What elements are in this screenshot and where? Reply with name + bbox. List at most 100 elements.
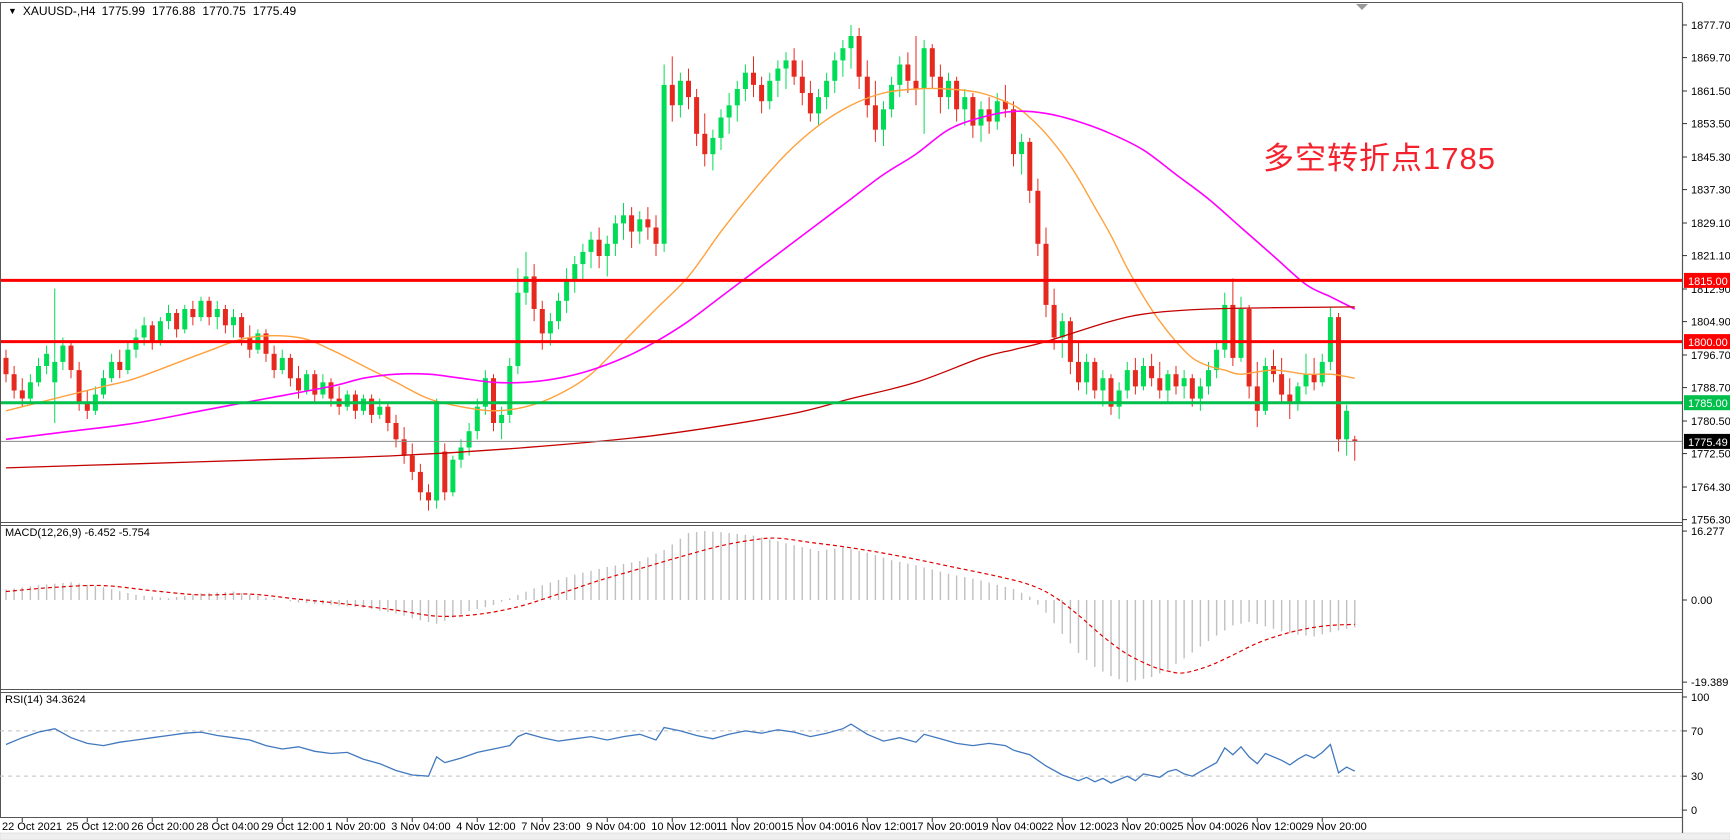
candle-body <box>1116 390 1122 407</box>
price-badge-1800.00 <box>1684 334 1730 350</box>
candle-body <box>523 276 529 293</box>
candle-body <box>1132 370 1138 387</box>
time-axis-label: 11 Nov 20:00 <box>716 821 781 833</box>
candle-body <box>1051 304 1057 338</box>
candle-body <box>1141 366 1146 387</box>
candle-body <box>572 264 578 281</box>
candle-body <box>645 219 651 228</box>
price-axis-label: 1772.50 <box>1691 449 1730 461</box>
macd-axis-label: 16.277 <box>1691 526 1725 538</box>
price-badge-label: 1785.00 <box>1688 398 1728 410</box>
candle-body <box>629 215 635 232</box>
rsi-axis-label: 30 <box>1691 771 1703 783</box>
candle-body <box>1222 304 1228 350</box>
candle-body <box>206 300 212 318</box>
candle-body <box>1344 410 1350 440</box>
candle-body <box>239 317 245 338</box>
candle-body <box>11 374 17 391</box>
candle-body <box>491 378 496 423</box>
candle-body <box>166 313 171 322</box>
candle-body <box>726 105 732 118</box>
candle-body <box>604 243 610 256</box>
candle-body <box>515 292 521 366</box>
bottom-strip <box>0 832 1730 840</box>
candle-body <box>791 60 797 77</box>
candle-body <box>621 215 626 224</box>
candle-body <box>564 280 570 301</box>
candle-body <box>686 80 691 98</box>
price-axis-label: 1788.70 <box>1691 383 1730 395</box>
candle-body <box>174 313 180 330</box>
candle-body <box>409 455 415 472</box>
candle-body <box>182 309 188 330</box>
candle-body <box>1124 370 1130 391</box>
chart-annotation-text[interactable]: 多空转折点1785 <box>1263 141 1496 176</box>
candle-body <box>799 76 805 93</box>
price-badge-label: 1775.49 <box>1688 437 1728 449</box>
candle-body <box>1157 378 1163 391</box>
candle-body <box>68 345 74 370</box>
candle-body <box>36 366 41 383</box>
candle-body <box>1027 141 1033 191</box>
rsi-value: 34.3624 <box>45 694 86 706</box>
candle-body <box>929 48 935 77</box>
candle-body <box>52 361 58 383</box>
price-badge-1815.00 <box>1684 272 1730 288</box>
rsi-axis-label: 70 <box>1691 726 1703 738</box>
candle-body <box>190 309 196 318</box>
candle-body <box>1108 378 1114 407</box>
candle-body <box>1230 304 1236 358</box>
candle-body <box>426 492 431 501</box>
candle-body <box>19 390 25 399</box>
candle-body <box>710 137 716 155</box>
price-axis-label: 1804.90 <box>1691 317 1730 329</box>
candle-body <box>149 325 155 342</box>
candle-body <box>507 366 513 415</box>
candle-body <box>856 36 862 77</box>
candle-body <box>27 382 33 399</box>
symbol-header: ▼ XAUUSD-,H4 1775.99 1776.88 1770.75 177… <box>8 4 296 18</box>
time-axis-label: 17 Nov 20:00 <box>911 821 976 833</box>
macd-axis-label: -19.389 <box>1691 677 1728 689</box>
candle-body <box>474 406 480 432</box>
rsi-pane: 100 70 30 0 <box>0 692 1709 817</box>
candle-body <box>125 349 131 371</box>
candle-body <box>401 439 407 456</box>
candle-body <box>1059 321 1065 338</box>
time-axis-label: 22 Oct 2021 <box>2 821 62 833</box>
rsi-indicator-label: RSI(14) 34.3624 <box>5 694 86 706</box>
candle-body <box>783 60 789 69</box>
candle-body <box>231 317 236 326</box>
candle-body <box>76 370 82 403</box>
candle-body <box>44 353 50 366</box>
price-axis-label: 1837.30 <box>1691 185 1730 197</box>
chart-shift-marker-icon[interactable] <box>1356 4 1368 10</box>
candle-body <box>458 447 464 460</box>
candle-body <box>531 276 537 309</box>
macd-values: -6.452 -5.754 <box>84 527 150 539</box>
pane-frames <box>0 2 1684 833</box>
candle-body <box>767 80 773 102</box>
candle-body <box>669 84 675 106</box>
time-axis-label: 10 Nov 12:00 <box>651 821 716 833</box>
time-axis-label: 1 Nov 20:00 <box>326 821 385 833</box>
price-axis-label: 1845.30 <box>1691 152 1730 164</box>
rsi-line <box>5 723 1356 784</box>
candle-body <box>913 80 919 89</box>
time-axis-label: 16 Nov 12:00 <box>846 821 911 833</box>
candle-body <box>499 414 505 423</box>
candle-body <box>1002 101 1008 110</box>
candle-body <box>369 398 375 415</box>
candle-body <box>1181 378 1187 387</box>
candle-body <box>1336 317 1341 440</box>
candle-body <box>1295 386 1301 403</box>
symbol-dropdown-icon[interactable]: ▼ <box>8 6 17 16</box>
candle-body <box>214 309 220 318</box>
ohlc-high: 1776.88 <box>152 4 196 18</box>
price-badge-1775.49 <box>1684 433 1730 449</box>
candle-body <box>434 402 440 501</box>
time-axis-label: 25 Nov 04:00 <box>1171 821 1236 833</box>
